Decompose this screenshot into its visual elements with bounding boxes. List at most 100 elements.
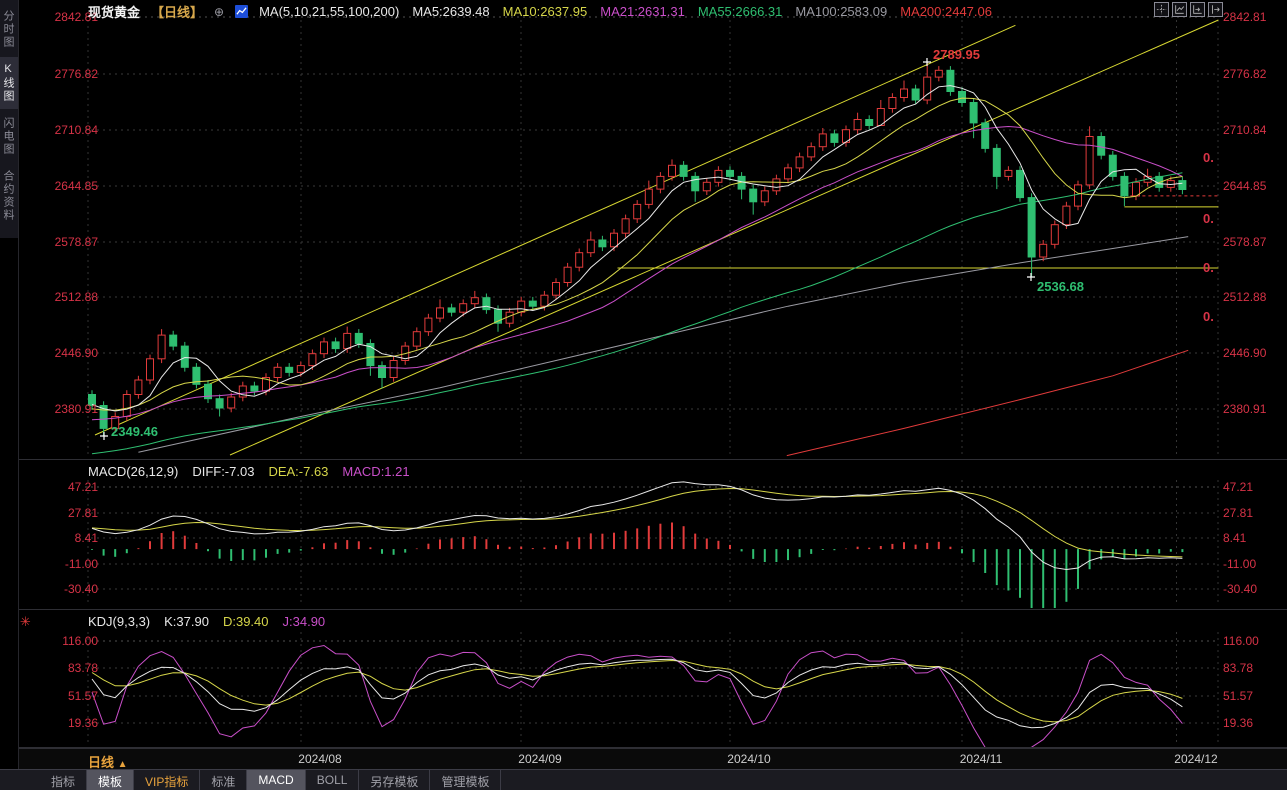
price-axis-label: 2380.91 [54, 402, 98, 416]
indicator-settings-icon[interactable]: ✳ [20, 614, 31, 629]
sidebar-tab[interactable]: 闪电图 [0, 111, 18, 162]
sidebar-tab-label: K线图 [2, 63, 14, 103]
price-axis-label: 2842.81 [54, 10, 98, 24]
toolbar-tab-label: MACD [258, 773, 294, 787]
month-label: 2024/10 [727, 752, 771, 766]
collapse-right-icon[interactable] [1208, 2, 1223, 17]
ma-value: MA10:2637.95 [502, 4, 588, 19]
ma-value: MA55:2666.31 [697, 4, 783, 19]
toolbar-tab[interactable]: 另存模板 [359, 770, 431, 790]
macd-axis-label: 8.41 [1223, 531, 1247, 545]
toolbar-tab[interactable]: 管理模板 [430, 770, 502, 790]
sidebar-tab[interactable]: 合约资料 [0, 164, 18, 228]
sidebar-tab[interactable]: 分时图 [0, 4, 18, 55]
price-axis-label: 2644.85 [1223, 179, 1267, 193]
macd-header-value: MACD:1.21 [342, 464, 410, 479]
toolbar-tab-label: 指标 [51, 775, 76, 789]
kdj-header-value: J:34.90 [282, 614, 326, 629]
zero-marker: 0. [1203, 260, 1214, 275]
ma-value: MA100:2583.09 [795, 4, 888, 19]
toolbar-tab-label: BOLL [316, 773, 348, 787]
price-axis-label: 2380.91 [1223, 402, 1267, 416]
zero-marker: 0. [1203, 211, 1214, 226]
toolbar-tab[interactable]: 模板 [87, 770, 135, 790]
price-axis-label: 2446.90 [1223, 346, 1267, 360]
toolbar-tab[interactable]: 指标 [40, 770, 88, 790]
kdj-header-value: K:37.90 [164, 614, 209, 629]
toolbar-tab[interactable]: VIP指标 [134, 770, 201, 790]
crosshair-move-icon[interactable] [1154, 2, 1169, 17]
kdj-header-value: KDJ(9,3,3) [88, 614, 151, 629]
triangle-up-icon: ▲ [117, 759, 128, 770]
toolbar-tab[interactable]: MACD [247, 770, 306, 790]
kdj-axis-label: 116.00 [62, 634, 98, 648]
toolbar-tab-label: 模板 [98, 775, 123, 789]
zero-marker: 0. [1203, 309, 1214, 324]
kdj-axis-label: 51.57 [1223, 689, 1254, 703]
kdj-axis-label: 51.57 [67, 689, 98, 703]
month-label: 2024/11 [959, 752, 1003, 766]
month-label: 2024/09 [518, 752, 562, 766]
price-axis-label: 2776.82 [54, 67, 98, 81]
month-label: 2024/12 [1174, 752, 1218, 766]
toolbar-tab[interactable]: 标准 [200, 770, 248, 790]
sidebar-tab-label: 分时图 [2, 10, 14, 49]
chart-toolbar-icons [1154, 2, 1223, 17]
toolbar-tab-label: VIP指标 [145, 775, 189, 789]
ma-value: MA21:2631.31 [600, 4, 685, 19]
price-axis-label: 2512.88 [1223, 290, 1267, 304]
macd-axis-label: 27.81 [1223, 506, 1254, 520]
macd-axis-label: 27.81 [67, 506, 98, 520]
macd-axis-label: -30.40 [1223, 582, 1258, 596]
price-annotation: 2789.95 [933, 47, 980, 62]
period-badge: 【日线】 [151, 5, 204, 20]
toolbar-tab[interactable]: BOLL [306, 770, 360, 790]
macd-axis-label: -11.00 [1223, 557, 1257, 571]
price-axis-label: 2578.87 [54, 235, 98, 249]
kdj-axis-label: 116.00 [1223, 634, 1259, 648]
sidebar-tab[interactable]: K线图 [0, 57, 18, 109]
price-annotation: 2536.68 [1037, 279, 1084, 294]
macd-header-value: DIFF:-7.03 [192, 464, 255, 479]
chart-style-icon[interactable] [235, 5, 249, 18]
price-axis-label: 2842.81 [1223, 10, 1267, 24]
axis-scale-icon[interactable] [1172, 2, 1187, 17]
price-annotation: 2349.46 [111, 424, 158, 439]
indicator-toolbar: 指标 模板 VIP指标 标准 MACD BOLL 另存模板 管理模板 [0, 769, 1287, 790]
ma-values: MA(5,10,21,55,100,200) MA5:2639.48 MA10:26… [259, 4, 992, 19]
kdj-axis-label: 19.36 [1223, 716, 1254, 730]
price-axis-label: 2710.84 [54, 123, 98, 137]
macd-axis-label: -30.40 [63, 582, 98, 596]
macd-header-value: DEA:-7.63 [268, 464, 329, 479]
macd-axis-label: 8.41 [74, 531, 98, 545]
kdj-header: KDJ(9,3,3) K:37.90 D:39.40 J:34.90 [88, 614, 325, 629]
kdj-axis-label: 19.36 [67, 716, 98, 730]
ma-value: MA5:2639.48 [412, 4, 490, 19]
price-axis-label: 2446.90 [54, 346, 98, 360]
zero-marker: 0. [1203, 150, 1214, 165]
macd-header-value: MACD(26,12,9) [88, 464, 179, 479]
kdj-axis-label: 83.78 [67, 661, 98, 675]
symbol-name: 现货黄金 [88, 5, 141, 20]
kdj-header-value: D:39.40 [222, 614, 269, 629]
macd-axis-label: 47.21 [1223, 480, 1254, 494]
month-label: 2024/08 [298, 752, 342, 766]
period-selector[interactable]: 日线 ▲ [88, 755, 128, 770]
macd-axis-label: 47.21 [67, 480, 98, 494]
kdj-axis-label: 83.78 [1223, 661, 1254, 675]
ma-value: MA200:2447.06 [900, 4, 992, 19]
sidebar-tab-list: 分时图 K线图 闪电图 合约资料 [0, 0, 18, 238]
sidebar-tab-label: 合约资料 [2, 170, 14, 222]
chart-header: 现货黄金 【日线】 ⊕ MA(5,10,21,55,100,200) MA5:26… [88, 2, 992, 21]
expand-icon[interactable]: ⊕ [214, 4, 225, 19]
toolbar-tab-label: 管理模板 [441, 775, 490, 789]
axis-pan-icon[interactable] [1190, 2, 1205, 17]
price-axis-label: 2776.82 [1223, 67, 1267, 81]
toolbar-tab-label: 标准 [211, 775, 236, 789]
price-axis-label: 2644.85 [54, 179, 98, 193]
macd-header: MACD(26,12,9) DIFF:-7.03 DEA:-7.63 MACD:1.2… [88, 464, 410, 479]
sidebar-tab-label: 闪电图 [2, 117, 14, 156]
price-axis-label: 2710.84 [1223, 123, 1267, 137]
